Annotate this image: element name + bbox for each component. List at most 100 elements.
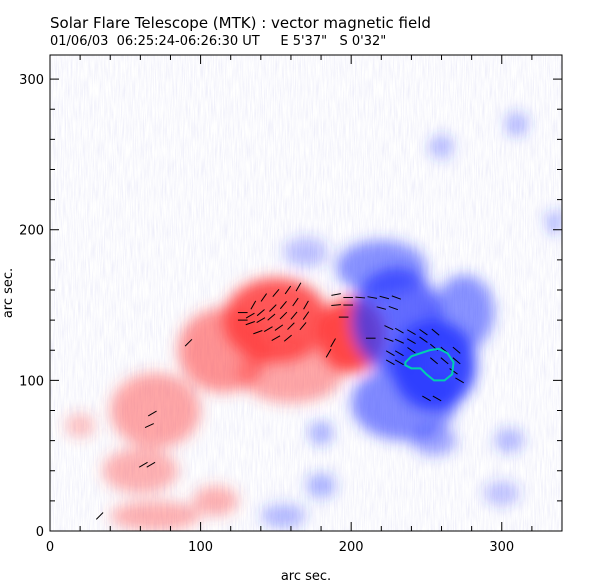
vector-68 (95, 512, 104, 520)
vector-20 (287, 322, 295, 330)
vector-4 (295, 282, 302, 292)
vector-30 (379, 295, 390, 300)
vector-21 (299, 322, 307, 331)
vector-50 (452, 346, 461, 354)
vector-19 (274, 324, 284, 331)
vector-3 (284, 285, 292, 295)
y-tick-label-0: 0 (36, 525, 44, 540)
vector-34 (376, 306, 387, 310)
vector-10 (303, 300, 309, 310)
vector-53 (429, 357, 439, 365)
positive-field-region-8 (65, 413, 96, 438)
vector-47 (407, 347, 416, 354)
negative-field-region-5 (411, 425, 457, 456)
vector-14 (279, 311, 288, 320)
vector-46 (394, 350, 404, 357)
plot-frame (49, 54, 563, 532)
vector-31 (391, 295, 402, 300)
vector-56 (449, 368, 458, 375)
vector-26 (331, 293, 341, 296)
negative-field-region-4 (351, 365, 457, 441)
vector-65 (144, 423, 154, 429)
x-axis-label: arc sec. (281, 569, 331, 584)
vector-12 (256, 317, 266, 323)
y-tick-label-3: 300 (19, 73, 44, 88)
vector-17 (253, 330, 263, 335)
vector-13 (267, 313, 276, 321)
y-tick-label-1: 100 (19, 374, 44, 389)
vector-66 (138, 461, 148, 468)
negative-field-region-12 (504, 112, 529, 137)
vector-61 (330, 338, 336, 348)
vector-63 (184, 338, 193, 347)
negative-field-region-14 (283, 237, 329, 268)
x-tick-label-1: 100 (188, 540, 213, 555)
vector-5 (245, 312, 255, 319)
vector-8 (279, 301, 287, 310)
vector-44 (419, 336, 428, 343)
vector-22 (271, 335, 281, 342)
chart-subtitle: 01/06/03 06:25:24-06:26:30 UT E 5'37" S … (50, 34, 387, 49)
negative-field-region-9 (494, 428, 525, 453)
vector-28 (355, 296, 366, 299)
y-axis-label: arc sec. (1, 268, 16, 318)
positive-field-region-7 (193, 485, 239, 516)
plot-area (50, 55, 562, 531)
vector-51 (385, 359, 395, 366)
vector-45 (385, 350, 395, 357)
negative-field-region-2 (336, 240, 427, 295)
chart-title: Solar Flare Telescope (MTK) : vector mag… (50, 14, 431, 32)
negative-field-region-6 (309, 421, 334, 446)
positive-field-region-3 (238, 342, 344, 403)
field-contour (404, 347, 455, 382)
vector-9 (292, 297, 299, 307)
vector-67 (146, 461, 156, 468)
vector-23 (283, 334, 292, 342)
vector-40 (431, 328, 440, 336)
vector-1 (260, 293, 268, 302)
vector-36 (384, 325, 394, 331)
vector-29 (367, 296, 378, 299)
vector-2 (272, 288, 280, 298)
x-tick-label-3: 300 (489, 540, 514, 555)
vector-52 (394, 359, 404, 366)
field-layer (65, 112, 562, 531)
vector-7 (269, 304, 277, 312)
negative-field-region-13 (545, 210, 562, 235)
axes: 0 100 200 300 0 100 200 300 arc sec. arc sec. (1, 55, 563, 584)
positive-field-region-6 (110, 500, 201, 531)
vector-62 (325, 348, 332, 358)
vector-35 (388, 305, 399, 311)
negative-field-region-11 (429, 134, 454, 159)
vector-41 (384, 337, 394, 342)
vector-11 (245, 321, 255, 326)
vector-64 (147, 410, 157, 417)
vector-15 (290, 311, 298, 320)
vector-37 (394, 327, 404, 334)
vector-layer (95, 282, 465, 520)
negative-field-region-3 (434, 274, 495, 351)
x-tick-label-0: 0 (46, 540, 54, 555)
vector-42 (394, 338, 404, 344)
vector-55 (452, 357, 461, 365)
positive-field-region-5 (102, 448, 178, 494)
x-tick-label-2: 200 (339, 540, 364, 555)
vector-0 (250, 300, 257, 310)
positive-field-region-4 (110, 372, 201, 449)
vector-54 (440, 357, 449, 365)
vector-18 (263, 326, 273, 332)
vector-58 (422, 395, 431, 402)
vector-6 (256, 309, 265, 317)
negative-field-region-8 (260, 503, 307, 528)
negative-field-region-7 (306, 473, 337, 498)
vector-43 (406, 338, 416, 345)
vector-38 (406, 329, 416, 336)
vector-32 (331, 304, 341, 306)
vector-59 (432, 395, 442, 402)
vector-39 (419, 328, 428, 336)
vector-57 (455, 377, 465, 384)
vector-16 (302, 311, 310, 320)
negative-field-region-10 (483, 481, 520, 506)
y-tick-label-2: 200 (19, 224, 44, 239)
